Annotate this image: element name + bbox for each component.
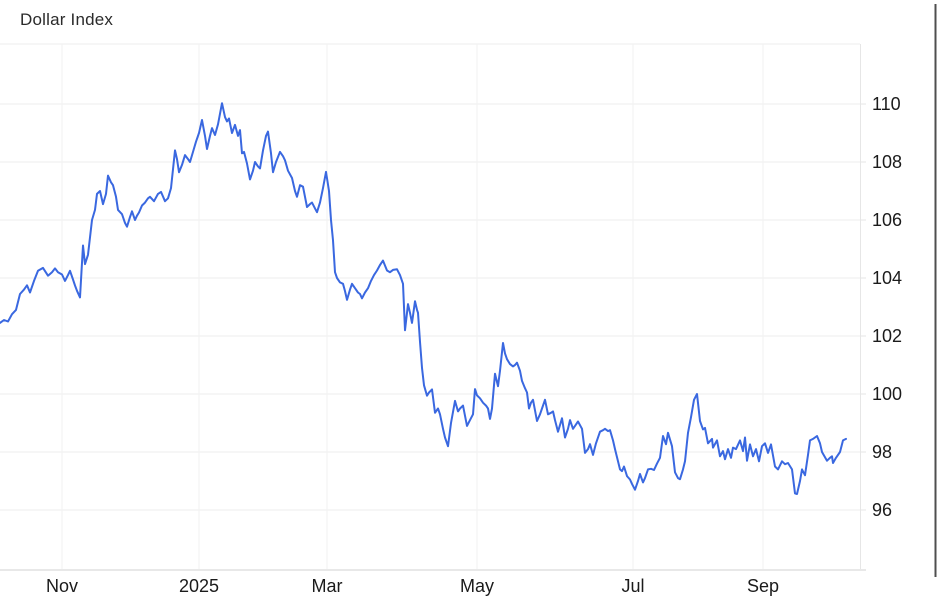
x-tick-label: May: [460, 576, 494, 596]
y-tick-label: 108: [872, 152, 902, 172]
y-tick-label: 98: [872, 442, 892, 462]
y-tick-label: 96: [872, 500, 892, 520]
x-tick-label: Jul: [621, 576, 644, 596]
x-tick-label: Nov: [46, 576, 78, 596]
y-tick-label: 106: [872, 210, 902, 230]
x-tick-label: Mar: [312, 576, 343, 596]
x-tick-label: Sep: [747, 576, 779, 596]
y-tick-label: 100: [872, 384, 902, 404]
y-tick-label: 110: [872, 94, 901, 114]
y-tick-label: 104: [872, 268, 902, 288]
chart-plot-area[interactable]: [0, 44, 860, 570]
x-tick-label: 2025: [179, 576, 219, 596]
price-line-series: [0, 102, 847, 495]
chart-title: Dollar Index: [20, 10, 114, 29]
y-tick-label: 102: [872, 326, 902, 346]
